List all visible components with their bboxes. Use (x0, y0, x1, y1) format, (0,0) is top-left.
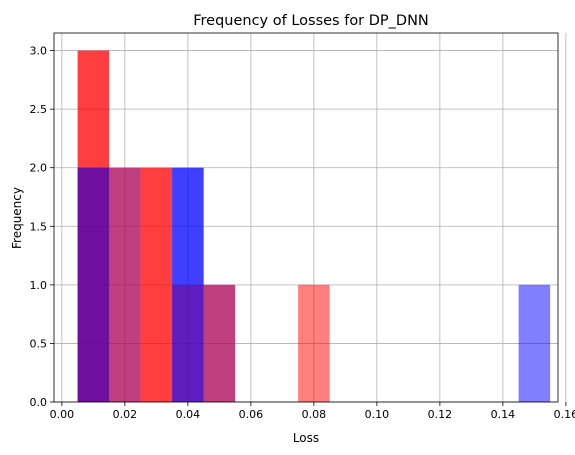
y-tick-label: 1.0 (30, 279, 48, 292)
x-tick-label: 0.04 (176, 408, 201, 421)
histogram-bar (203, 284, 236, 402)
y-tick-label: 3.0 (30, 45, 48, 58)
y-axis-label: Frequency (10, 187, 24, 249)
x-tick-label: 0.02 (113, 408, 138, 421)
x-tick-label: 0.00 (50, 408, 75, 421)
x-tick-label: 0.12 (428, 408, 453, 421)
chart-title: Frequency of Losses for DP_DNN (193, 13, 429, 29)
histogram-bar (172, 167, 204, 402)
histogram-bar (298, 284, 330, 402)
histogram-bars (77, 50, 551, 402)
histogram-bar (140, 167, 173, 402)
y-tick-label: 2.0 (30, 162, 48, 175)
plot-frame (53, 32, 559, 403)
x-axis-label: Loss (293, 431, 319, 445)
histogram-bar (109, 167, 141, 402)
histogram-series-4 (77, 167, 204, 402)
x-tick-label: 0.08 (302, 408, 327, 421)
x-tick-label: 0.06 (239, 408, 264, 421)
x-tick-label: 0.16 (554, 408, 575, 421)
x-tick-label: 0.10 (365, 408, 390, 421)
histogram-bar (518, 284, 551, 402)
x-tick-label: 0.14 (491, 408, 516, 421)
y-tick-label: 1.5 (30, 220, 48, 233)
y-tick-label: 2.5 (30, 103, 48, 116)
x-axis-ticks: 0.00 0.02 0.04 0.06 0.08 0.10 0.12 0.14 0.16 (50, 402, 575, 421)
y-tick-label: 0.5 (30, 337, 48, 350)
y-axis-ticks: 0.0 0.5 1.0 1.5 2.0 2.5 3.0 (30, 45, 54, 409)
histogram-bar (77, 167, 110, 402)
y-tick-label: 0.0 (30, 396, 48, 409)
